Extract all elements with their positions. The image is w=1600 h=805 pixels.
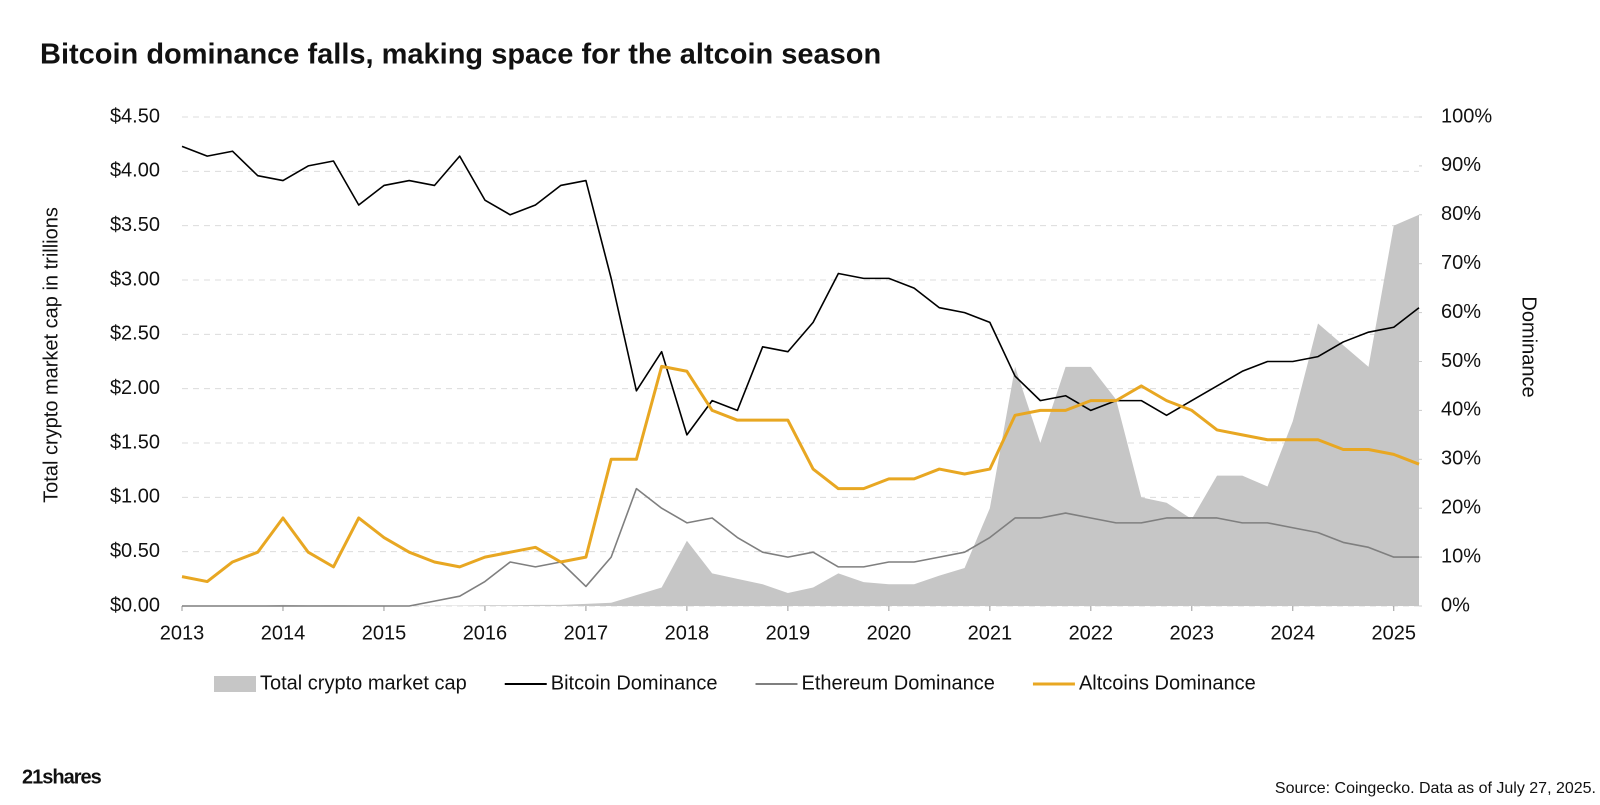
- x-tick-label: 2024: [1271, 622, 1316, 644]
- y-tick-label: $1.50: [110, 431, 160, 453]
- y2-tick-label: 0%: [1441, 594, 1470, 616]
- y2-tick-label: 100%: [1441, 105, 1492, 127]
- y-tick-label: $0.00: [110, 594, 160, 616]
- y2-tick-label: 50%: [1441, 350, 1481, 372]
- legend-label: Total crypto market cap: [260, 672, 467, 694]
- y2-tick-label: 60%: [1441, 301, 1481, 323]
- x-tick-label: 2020: [867, 622, 912, 644]
- legend-label: Altcoins Dominance: [1079, 672, 1256, 694]
- y-tick-label: $3.50: [110, 214, 160, 236]
- y2-axis-title: Dominance: [1518, 296, 1540, 397]
- y-axis-title: Total crypto market cap in trillions: [40, 207, 62, 503]
- y2-tick-label: 40%: [1441, 399, 1481, 421]
- source-note: Source: Coingecko. Data as of July 27, 2…: [1275, 780, 1596, 797]
- y-tick-label: $2.00: [110, 377, 160, 399]
- y2-tick-label: 80%: [1441, 203, 1481, 225]
- y2-tick-label: 30%: [1441, 448, 1481, 470]
- x-tick-label: 2025: [1372, 622, 1417, 644]
- x-tick-label: 2015: [362, 622, 407, 644]
- brand-logo: 21shares: [22, 766, 102, 788]
- x-tick-label: 2019: [766, 622, 811, 644]
- line: [181, 145, 1420, 436]
- y-tick-label: $4.50: [110, 105, 160, 127]
- legend-label: Bitcoin Dominance: [551, 672, 718, 694]
- chart-title: Bitcoin dominance falls, making space fo…: [40, 39, 881, 71]
- x-tick-label: 2022: [1069, 622, 1114, 644]
- x-tick-label: 2013: [160, 622, 205, 644]
- y2-tick-label: 20%: [1441, 496, 1481, 518]
- x-tick-label: 2016: [463, 622, 508, 644]
- area: [182, 214, 1419, 607]
- legend-label: Ethereum Dominance: [802, 672, 995, 694]
- y2-tick-label: 70%: [1441, 252, 1481, 274]
- y2-tick-label: 10%: [1441, 545, 1481, 567]
- y-tick-label: $4.00: [110, 160, 160, 182]
- line: [181, 364, 1420, 584]
- legend-swatch: [214, 676, 256, 692]
- y2-tick-label: 90%: [1441, 154, 1481, 176]
- y-tick-label: $2.50: [110, 323, 160, 345]
- x-tick-label: 2014: [261, 622, 306, 644]
- x-tick-label: 2021: [968, 622, 1013, 644]
- line: [182, 487, 1419, 607]
- y-tick-label: $0.50: [110, 540, 160, 562]
- y-tick-label: $1.00: [110, 486, 160, 508]
- x-tick-label: 2018: [665, 622, 710, 644]
- x-tick-label: 2017: [564, 622, 609, 644]
- y-tick-label: $3.00: [110, 268, 160, 290]
- x-tick-label: 2023: [1170, 622, 1215, 644]
